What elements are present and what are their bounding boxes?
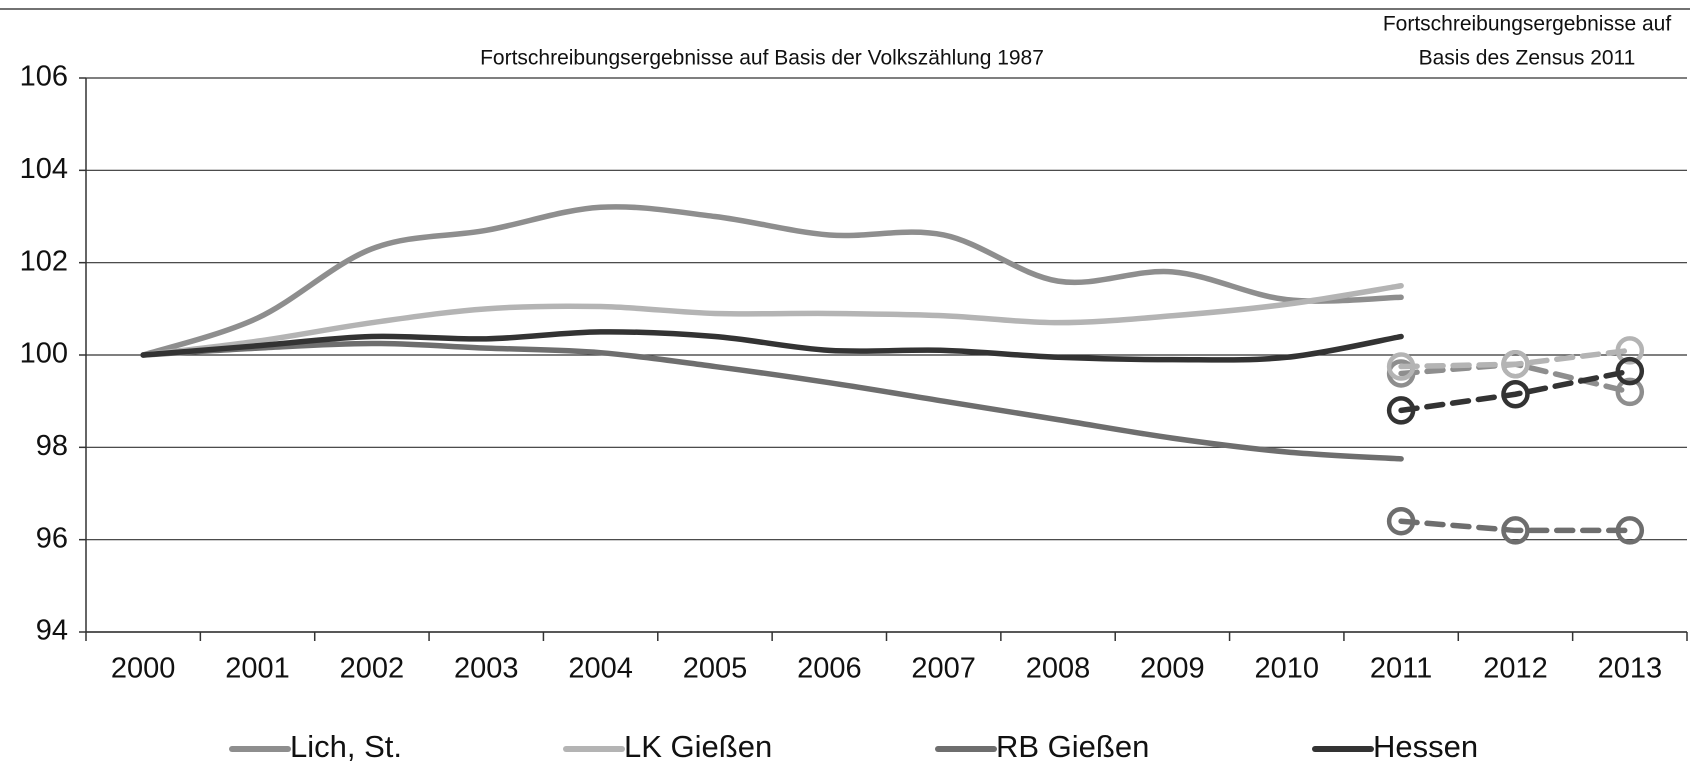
legend-label: RB Gießen bbox=[996, 729, 1149, 764]
x-tick-label: 2007 bbox=[911, 653, 976, 685]
zensus-marker bbox=[1615, 356, 1645, 386]
y-tick-label: 106 bbox=[20, 61, 68, 93]
zensus-marker bbox=[1615, 377, 1645, 407]
x-tick-label: 2011 bbox=[1370, 653, 1432, 685]
zensus-marker bbox=[1501, 349, 1530, 379]
zensus-marker bbox=[1386, 352, 1416, 381]
zensus-line bbox=[1398, 368, 1633, 414]
zensus-marker bbox=[1615, 336, 1645, 365]
legend-label: Lich, St. bbox=[290, 729, 402, 764]
zensus-line bbox=[1398, 347, 1633, 370]
y-tick-label: 104 bbox=[20, 153, 68, 185]
x-tick-label: 2010 bbox=[1254, 653, 1319, 685]
y-tick-label: 98 bbox=[36, 430, 68, 462]
x-tick-label: 2000 bbox=[111, 653, 176, 685]
annotation: Basis des Zensus 2011 bbox=[1419, 47, 1636, 70]
x-tick-label: 2006 bbox=[797, 653, 862, 685]
zensus-marker bbox=[1501, 516, 1530, 545]
y-tick-label: 102 bbox=[20, 245, 68, 277]
x-tick-label: 2012 bbox=[1483, 653, 1548, 685]
x-tick-label: 2009 bbox=[1140, 653, 1205, 685]
zensus-marker bbox=[1501, 379, 1530, 409]
zensus-marker bbox=[1615, 516, 1645, 545]
series-line bbox=[140, 283, 1404, 358]
zensus-line bbox=[1398, 518, 1633, 534]
x-tick-label: 2013 bbox=[1598, 653, 1663, 685]
legend-label: Hessen bbox=[1373, 729, 1478, 764]
x-tick-label: 2005 bbox=[683, 653, 748, 685]
series-line bbox=[140, 204, 1404, 358]
x-tick-label: 2003 bbox=[454, 653, 519, 685]
zensus-marker bbox=[1386, 396, 1416, 425]
annotation: Fortschreibungsergebnisse auf bbox=[1383, 13, 1671, 36]
y-tick-label: 100 bbox=[20, 338, 68, 370]
annotation: Fortschreibungsergebnisse auf Basis der … bbox=[480, 47, 1044, 70]
y-tick-label: 96 bbox=[36, 522, 68, 554]
x-tick-label: 2008 bbox=[1026, 653, 1091, 685]
series-line bbox=[140, 329, 1404, 363]
x-tick-label: 2004 bbox=[568, 653, 633, 685]
x-tick-label: 2002 bbox=[340, 653, 405, 685]
series-line bbox=[140, 340, 1404, 462]
zensus-marker bbox=[1386, 506, 1416, 536]
y-tick-label: 94 bbox=[36, 615, 68, 647]
x-tick-label: 2001 bbox=[225, 653, 290, 685]
legend-label: LK Gießen bbox=[624, 729, 772, 764]
